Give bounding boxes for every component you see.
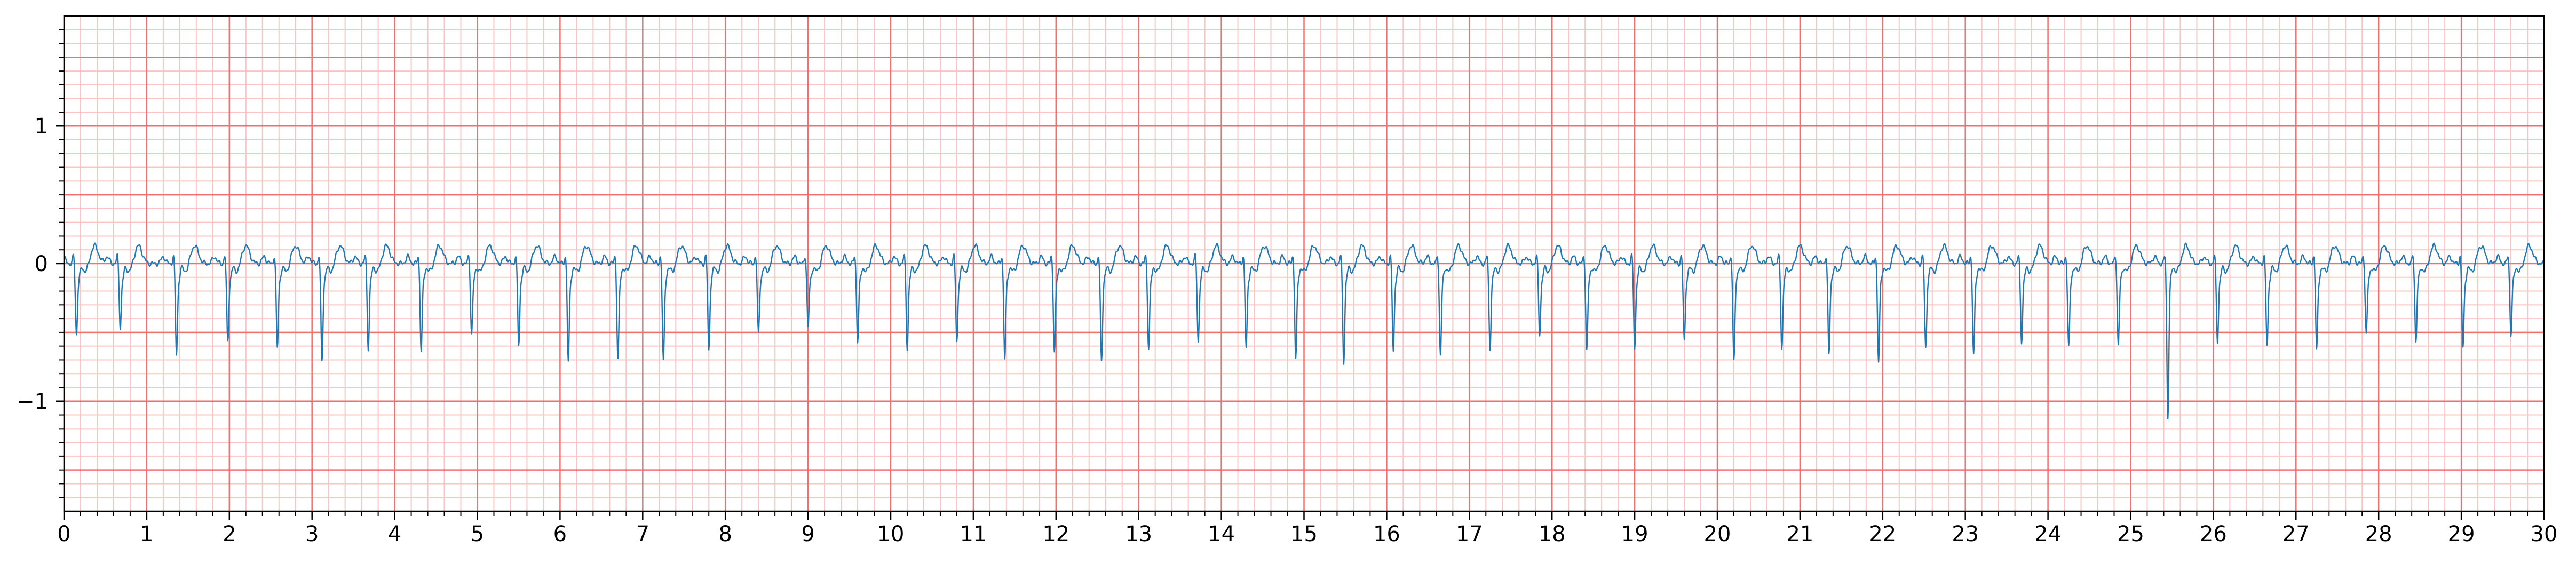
x-tick-label: 2 bbox=[223, 522, 236, 546]
x-tick-label: 30 bbox=[2531, 522, 2558, 546]
x-tick-label: 26 bbox=[2200, 522, 2227, 546]
x-tick-label: 19 bbox=[1621, 522, 1648, 546]
y-tick-label: 1 bbox=[35, 114, 48, 139]
x-tick-label: 6 bbox=[553, 522, 567, 546]
x-tick-label: 9 bbox=[801, 522, 814, 546]
x-tick-label: 15 bbox=[1290, 522, 1318, 546]
x-tick-label: 12 bbox=[1042, 522, 1069, 546]
x-tick-label: 3 bbox=[305, 522, 319, 546]
x-tick-label: 22 bbox=[1869, 522, 1896, 546]
x-tick-label: 25 bbox=[2117, 522, 2144, 546]
x-tick-label: 11 bbox=[960, 522, 987, 546]
x-tick-label: 29 bbox=[2448, 522, 2475, 546]
x-tick-label: 28 bbox=[2365, 522, 2392, 546]
x-tick-label: 27 bbox=[2282, 522, 2310, 546]
x-tick-label: 7 bbox=[636, 522, 649, 546]
y-tick-label: 0 bbox=[35, 252, 48, 276]
ecg-series-line bbox=[63, 242, 2545, 420]
x-tick-label: 21 bbox=[1786, 522, 1813, 546]
x-tick-label: 20 bbox=[1704, 522, 1731, 546]
x-tick-label: 16 bbox=[1373, 522, 1400, 546]
y-tick-label: −1 bbox=[17, 390, 48, 414]
x-tick-label: 23 bbox=[1952, 522, 1979, 546]
x-tick-label: 24 bbox=[2034, 522, 2062, 546]
x-tick-label: 5 bbox=[471, 522, 484, 546]
axes-layer: 0 1 2 3 4 5 6 7 8 9 10 11 12 13 14 15 16 17 18 19 20 21 22 23 24… bbox=[17, 15, 2558, 546]
x-tick-label: 13 bbox=[1125, 522, 1152, 546]
x-tick-label: 10 bbox=[877, 522, 905, 546]
x-tick-label: 14 bbox=[1208, 522, 1235, 546]
x-tick-label: 18 bbox=[1539, 522, 1566, 546]
x-tick-label: 0 bbox=[57, 522, 70, 546]
x-tick-label: 8 bbox=[718, 522, 732, 546]
trace-layer bbox=[63, 242, 2545, 420]
x-tick-label: 17 bbox=[1456, 522, 1483, 546]
x-tick-label: 1 bbox=[140, 522, 153, 546]
x-tick-label: 4 bbox=[388, 522, 401, 546]
grid-layer bbox=[63, 15, 2545, 512]
